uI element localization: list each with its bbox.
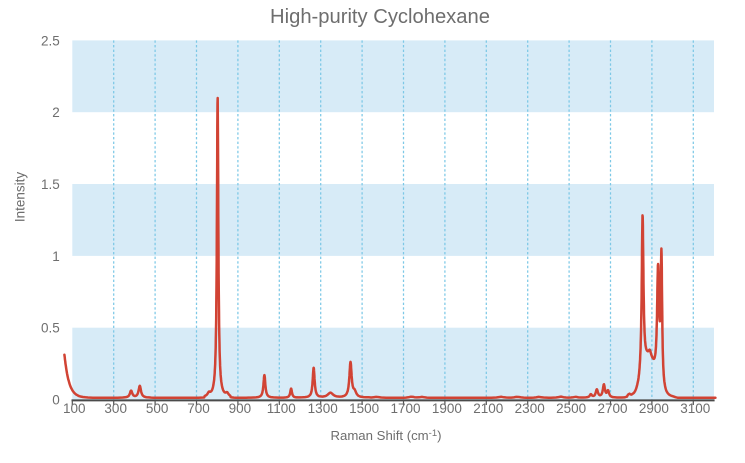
- svg-text:900: 900: [229, 401, 252, 416]
- svg-text:100: 100: [63, 401, 86, 416]
- svg-text:1.5: 1.5: [41, 177, 60, 192]
- svg-text:1900: 1900: [432, 401, 462, 416]
- svg-text:Intensity: Intensity: [13, 172, 28, 223]
- svg-text:2300: 2300: [515, 401, 545, 416]
- svg-text:700: 700: [187, 401, 210, 416]
- svg-text:2500: 2500: [556, 401, 586, 416]
- svg-text:2900: 2900: [639, 401, 669, 416]
- svg-text:2100: 2100: [473, 401, 503, 416]
- svg-text:0: 0: [52, 393, 60, 408]
- svg-text:1500: 1500: [349, 401, 379, 416]
- svg-text:1700: 1700: [390, 401, 420, 416]
- svg-text:2: 2: [52, 105, 60, 120]
- svg-text:2.5: 2.5: [41, 33, 60, 48]
- svg-text:1: 1: [52, 249, 60, 264]
- svg-text:High-purity Cyclohexane: High-purity Cyclohexane: [270, 6, 490, 28]
- svg-text:300: 300: [104, 401, 127, 416]
- svg-text:3100: 3100: [680, 401, 710, 416]
- svg-text:Raman Shift (cm-1): Raman Shift (cm-1): [330, 428, 441, 443]
- svg-text:2700: 2700: [597, 401, 627, 416]
- svg-text:0.5: 0.5: [41, 321, 60, 336]
- svg-text:500: 500: [146, 401, 169, 416]
- svg-text:1100: 1100: [267, 401, 296, 416]
- svg-text:1300: 1300: [308, 401, 338, 416]
